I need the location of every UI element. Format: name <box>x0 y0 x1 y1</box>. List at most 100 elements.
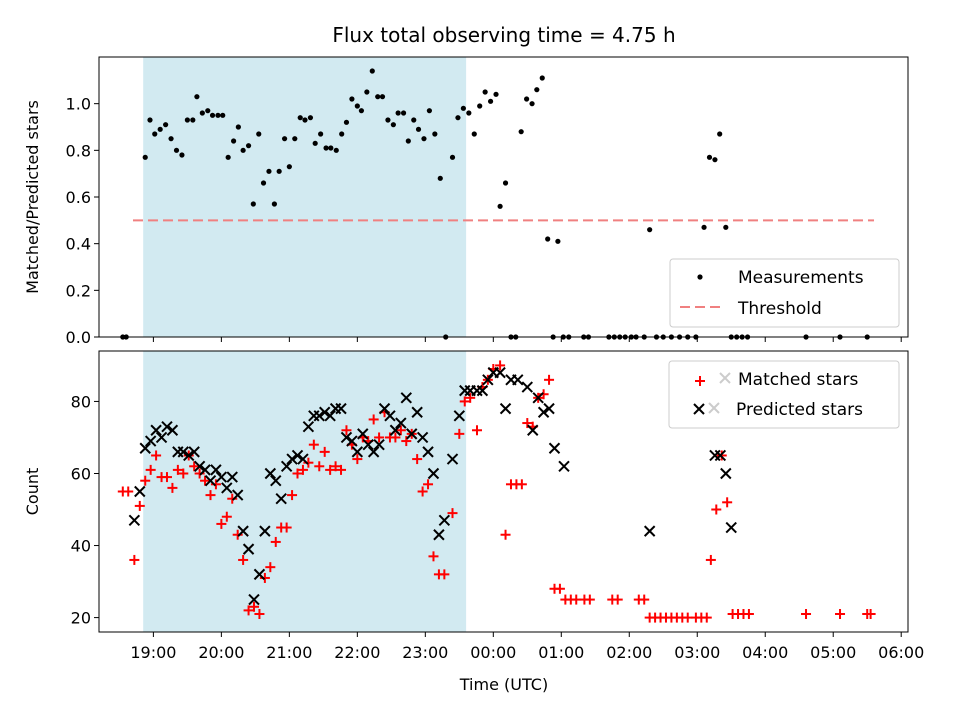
measurement-point <box>179 152 185 158</box>
predicted-star-point <box>199 464 211 476</box>
predicted-star-point <box>226 471 238 483</box>
measurement-point <box>364 89 370 95</box>
measurement-point <box>205 108 211 114</box>
measurement-point <box>415 126 422 132</box>
measurement-point <box>502 180 509 186</box>
x-tick-label: 19:00 <box>130 643 176 662</box>
measurement-point <box>271 201 277 207</box>
x-tick-label: 05:00 <box>810 643 856 662</box>
matched-star-point <box>639 594 650 605</box>
measurement-point <box>173 147 180 153</box>
matched-star-point <box>722 497 733 508</box>
y-tick-label: 0.6 <box>66 188 91 207</box>
measurement-point <box>349 96 355 102</box>
y-tick-label: 0.4 <box>66 235 91 254</box>
matched-star-point <box>194 468 205 479</box>
predicted-star-point <box>177 446 190 458</box>
measurement-point <box>385 117 391 123</box>
measurement-point <box>297 115 303 121</box>
matched-star-point <box>471 425 482 436</box>
predicted-star-point <box>221 482 233 494</box>
legend-marker-predicted-ghost <box>708 402 720 414</box>
predicted-star-point <box>543 402 555 415</box>
predicted-star-point <box>280 460 293 472</box>
matched-star-point <box>270 536 281 547</box>
predicted-star-point <box>188 446 200 458</box>
measurement-point <box>529 101 535 107</box>
predicted-star-point <box>150 424 162 436</box>
matched-star-point <box>701 612 712 623</box>
shaded-interval-top <box>143 57 467 337</box>
predicted-star-point <box>335 402 347 415</box>
measurement-point <box>477 103 483 109</box>
predicted-star-point <box>193 460 206 472</box>
measurement-point <box>400 110 407 116</box>
measurement-point <box>487 98 494 104</box>
matched-star-point <box>336 464 347 475</box>
measurement-point <box>545 236 551 242</box>
y-tick-label: 60 <box>71 464 91 483</box>
x-tick-label: 02:00 <box>606 643 652 662</box>
matched-star-point <box>341 425 352 436</box>
measurement-point <box>318 131 324 137</box>
predicted-star-point <box>512 374 524 386</box>
matched-star-point <box>232 529 243 540</box>
measurement-point <box>235 124 241 130</box>
matched-star-point <box>178 468 189 479</box>
matched-star-point <box>554 583 565 594</box>
measurement-point <box>323 145 329 151</box>
matched-star-point <box>254 608 265 619</box>
matched-star-point <box>189 461 200 472</box>
x-tick-label: 03:00 <box>674 643 720 662</box>
predicted-star-point <box>286 453 298 465</box>
measurement-point <box>723 224 729 230</box>
predicted-star-point <box>204 474 217 487</box>
measurement-point <box>152 131 158 137</box>
matched-star-point <box>151 450 162 461</box>
measurement-point <box>147 117 153 123</box>
predicted-star-point <box>427 467 440 480</box>
matched-star-point <box>743 608 754 619</box>
y-tick-label: 20 <box>71 609 91 628</box>
measurement-point <box>163 122 169 128</box>
predicted-star-point <box>389 424 402 436</box>
measurement-point <box>240 147 246 153</box>
legend-label-threshold: Threshold <box>737 299 822 319</box>
measurement-point <box>286 164 292 170</box>
measurement-point <box>647 227 653 233</box>
measurement-point <box>209 112 216 118</box>
y-tick-label: 0.8 <box>66 141 91 160</box>
matched-star-point <box>500 529 511 540</box>
matched-star-point <box>390 432 401 443</box>
measurement-point <box>307 115 314 121</box>
measurement-point <box>245 143 252 149</box>
measurement-point <box>250 201 256 207</box>
measurement-points <box>120 68 870 340</box>
predicted-star-point <box>340 431 353 444</box>
measurement-point <box>168 136 174 142</box>
predicted-star-point <box>438 514 451 527</box>
measurement-point <box>712 157 718 163</box>
measurement-point <box>497 203 503 209</box>
matched-star-point <box>352 454 363 465</box>
matched-star-point <box>439 569 450 580</box>
chart-title: Flux total observing time = 4.75 h <box>332 23 675 47</box>
x-axis-ticks-bottom: 19:00 20:00 21:00 22:00 23:00 00:00 01:00 02:00… <box>130 632 924 662</box>
matched-star-point <box>711 504 722 515</box>
predicted-star-point <box>161 420 173 433</box>
y-axis-ticks-top: 0.0 0.2 0.4 0.6 0.8 1.0 <box>66 95 99 347</box>
predicted-star-point <box>253 568 266 581</box>
matched-star-point <box>516 479 527 490</box>
predicted-star-point <box>134 485 146 498</box>
measurement-point <box>369 68 375 74</box>
predicted-star-point <box>318 406 331 418</box>
measurement-point <box>706 154 713 160</box>
predicted-star-point <box>532 392 544 404</box>
predicted-star-point <box>714 449 727 462</box>
y-tick-label: 40 <box>71 537 91 556</box>
matched-star-point <box>495 360 506 371</box>
matched-star-point <box>297 464 308 475</box>
panel-count: 20 40 60 80 19:00 20:00 21:00 22:00 23:00 00:00 0… <box>23 350 924 662</box>
measurement-point <box>460 105 466 111</box>
